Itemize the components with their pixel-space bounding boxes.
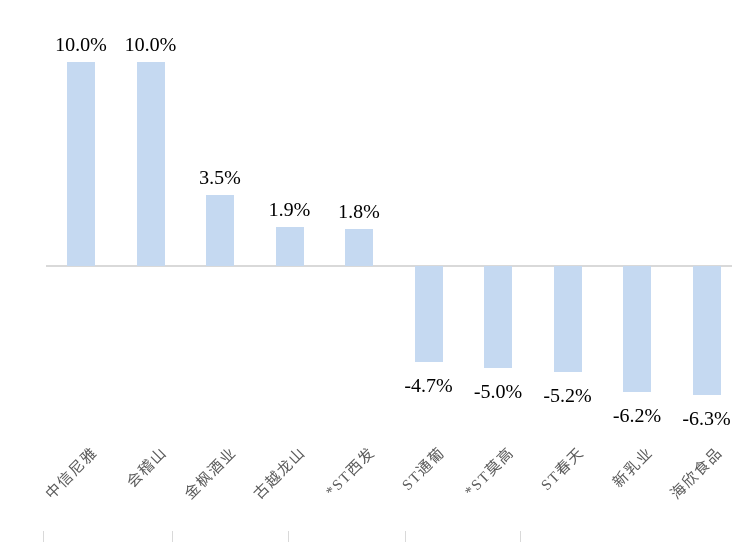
axis-tick	[288, 531, 289, 542]
bar-value-label: 10.0%	[124, 34, 177, 56]
bar-value-label: -6.2%	[612, 405, 662, 428]
bar-value-label: 10.0%	[55, 34, 107, 56]
category-label: 中信尼雅	[43, 444, 102, 503]
bar	[414, 266, 443, 362]
axis-tick	[520, 531, 521, 542]
bar	[484, 266, 512, 368]
bar	[345, 229, 373, 266]
category-label: *ST西发	[323, 444, 380, 501]
bar	[275, 227, 304, 266]
category-label: *ST莫高	[462, 444, 519, 501]
bar-value-label: 1.9%	[268, 199, 311, 222]
bar-value-label: -6.3%	[682, 407, 731, 430]
axis-tick	[405, 531, 406, 542]
category-label: 新乳业	[610, 444, 658, 492]
category-label: ST春天	[538, 444, 588, 494]
category-label: 海欣食品	[668, 444, 727, 503]
bar-value-label: -4.7%	[404, 374, 453, 397]
category-label: ST通葡	[399, 444, 449, 494]
category-label: 会稽山	[124, 444, 171, 492]
bar	[553, 266, 582, 373]
category-label: 金枫酒业	[182, 444, 241, 503]
bar-value-label: -5.2%	[543, 385, 592, 408]
bar-value-label: 3.5%	[199, 166, 241, 189]
bar-value-label: 1.8%	[338, 201, 380, 224]
bar	[206, 194, 234, 266]
axis-tick	[43, 531, 44, 542]
bar-value-label: -5.0%	[473, 381, 523, 403]
category-label: 古越龙山	[251, 444, 310, 503]
axis-tick	[172, 531, 173, 542]
bar	[67, 62, 95, 266]
bar	[136, 62, 165, 266]
bar	[692, 266, 721, 395]
zero-axis-line	[46, 265, 732, 267]
bar	[623, 266, 651, 393]
